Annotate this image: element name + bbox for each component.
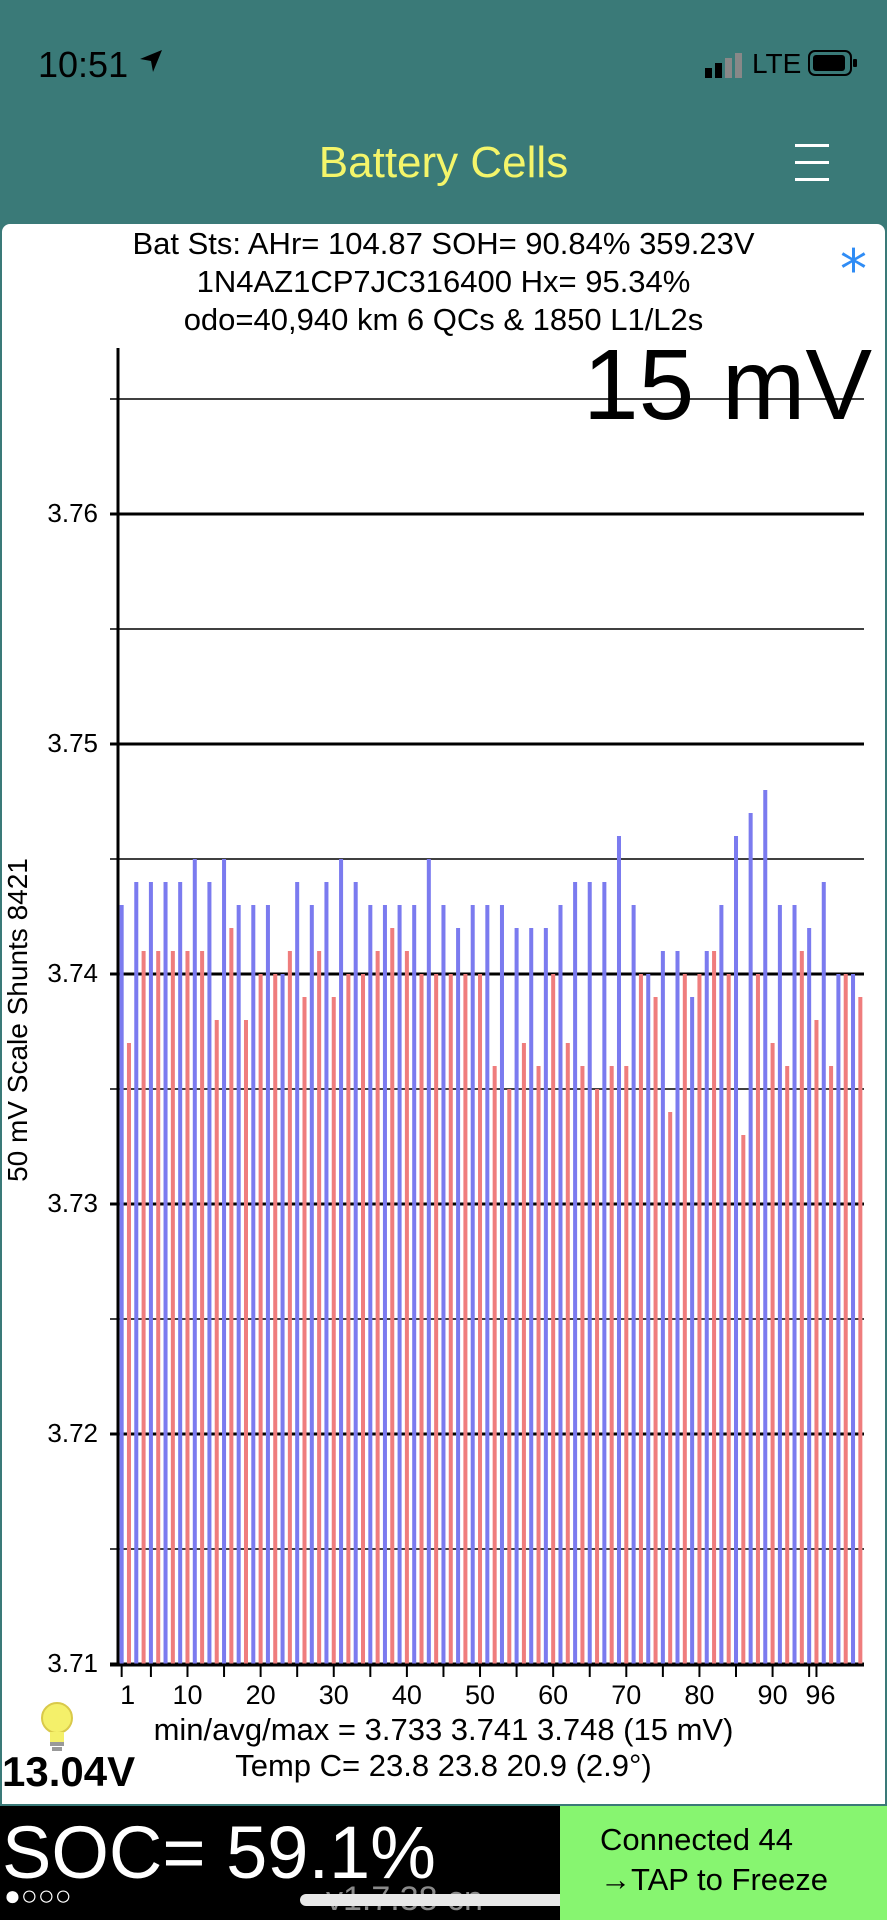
x-tick-label: 80 xyxy=(684,1680,715,1710)
odometer-line: odo=40,940 km 6 QCs & 1850 L1/L2s xyxy=(183,302,704,337)
x-tick-label: 30 xyxy=(318,1680,349,1710)
aux-battery-voltage: 13.04V xyxy=(2,1748,136,1795)
location-arrow-icon xyxy=(140,50,162,72)
status-time: 10:51 xyxy=(38,44,129,85)
signal-bars-icon xyxy=(705,53,742,78)
menu-icon[interactable] xyxy=(790,140,836,186)
chart-panel[interactable] xyxy=(2,224,885,1804)
connect-status: Connected 44 xyxy=(600,1822,794,1857)
connect-freeze-button[interactable]: Connected 44 →TAP to Freeze xyxy=(560,1806,887,1920)
x-tick-label: 60 xyxy=(538,1680,569,1710)
network-label: LTE xyxy=(752,48,802,79)
soc-readout: SOC= 59.1% xyxy=(2,1811,436,1894)
bulb-icon[interactable] xyxy=(36,1700,78,1754)
status-bar: 10:51 LTE xyxy=(0,0,887,120)
home-indicator[interactable] xyxy=(300,1894,600,1906)
y-tick-label: 3.74 xyxy=(47,958,98,988)
y-axis-title: 50 mV Scale Shunts 8421 xyxy=(2,858,33,1182)
y-tick-label: 3.71 xyxy=(47,1648,98,1678)
vin-line: 1N4AZ1CP7JC316400 Hx= 95.34% xyxy=(196,264,691,299)
x-tick-label: 10 xyxy=(172,1680,203,1710)
x-tick-label: 20 xyxy=(245,1680,276,1710)
x-tick-label: 1 xyxy=(120,1680,136,1710)
x-tick-label: 50 xyxy=(464,1680,496,1710)
asterisk-icon[interactable]: * xyxy=(840,238,867,301)
x-tick-label: 90 xyxy=(757,1680,788,1710)
y-tick-label: 3.73 xyxy=(47,1188,98,1218)
battery-icon xyxy=(808,50,857,76)
temperature-line: Temp C= 23.8 23.8 20.9 (2.9°) xyxy=(235,1748,652,1783)
page-indicator[interactable]: ●○○○ xyxy=(4,1880,72,1911)
battery-status-line: Bat Sts: AHr= 104.87 SOH= 90.84% 359.23V xyxy=(132,226,755,261)
spread-label: 15 mV xyxy=(583,329,873,441)
y-tick-label: 3.72 xyxy=(47,1418,98,1448)
x-tick-label: 96 xyxy=(805,1680,836,1710)
x-tick-label: 40 xyxy=(391,1680,422,1710)
page-title: Battery Cells xyxy=(318,138,569,187)
min-avg-max-line: min/avg/max = 3.733 3.741 3.748 (15 mV) xyxy=(153,1712,734,1747)
freeze-hint: →TAP to Freeze xyxy=(600,1862,828,1897)
y-tick-label: 3.75 xyxy=(47,728,98,758)
x-tick-label: 70 xyxy=(611,1680,642,1710)
y-tick-label: 3.76 xyxy=(47,498,98,528)
